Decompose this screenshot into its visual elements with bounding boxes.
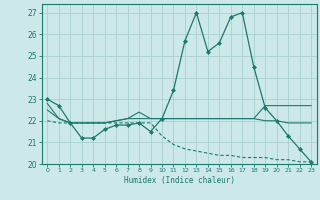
X-axis label: Humidex (Indice chaleur): Humidex (Indice chaleur): [124, 176, 235, 185]
